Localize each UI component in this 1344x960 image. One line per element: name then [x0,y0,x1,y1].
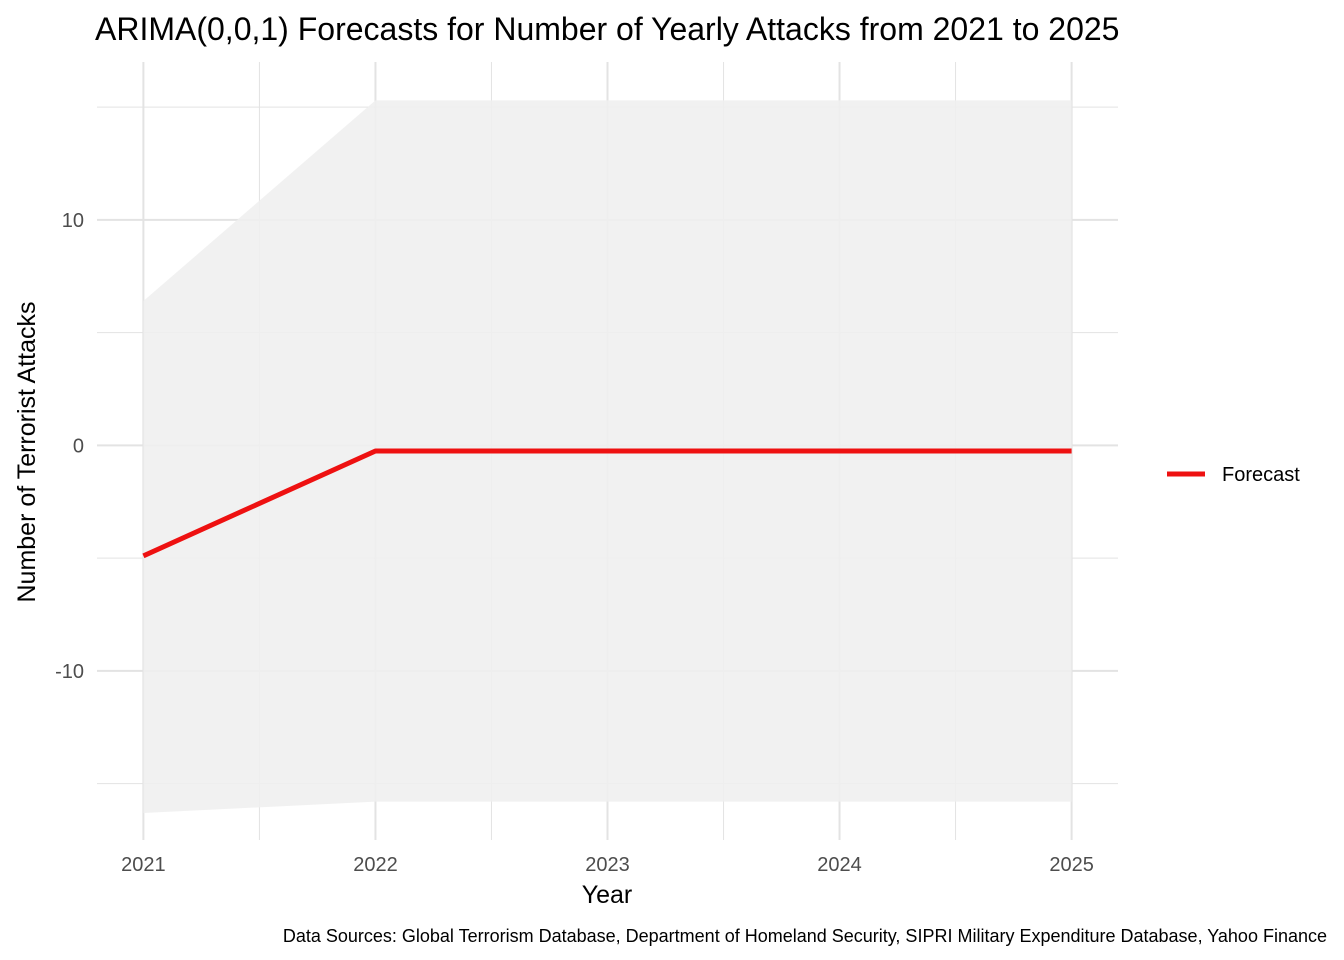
chart-title: ARIMA(0,0,1) Forecasts for Number of Yea… [95,11,1119,47]
prediction-interval-band [143,100,1072,813]
y-tick-label: -10 [55,661,84,683]
x-tick-label: 2024 [817,854,862,876]
caption: Data Sources: Global Terrorism Database,… [283,926,1327,946]
forecast-lines [142,448,1072,559]
y-axis-title: Number of Terrorist Attacks [13,301,41,602]
forecast-line [142,448,1072,559]
x-axis-title: Year [582,881,633,909]
x-tick-label: 2021 [121,854,166,876]
legend-label-forecast: Forecast [1222,464,1300,486]
y-tick-label: 10 [62,210,84,232]
y-tick-label: 0 [73,435,84,457]
x-tick-label: 2022 [353,854,398,876]
x-tick-label: 2023 [585,854,630,876]
y-axis-tick-labels: 10 0 -10 [55,210,84,683]
prediction-interval-bands [143,100,1072,813]
x-axis-tick-labels: 2021 2022 2023 2024 2025 [121,854,1094,876]
plot-panel [97,62,1118,840]
x-tick-label: 2025 [1049,854,1094,876]
legend: Forecast [1167,464,1300,486]
